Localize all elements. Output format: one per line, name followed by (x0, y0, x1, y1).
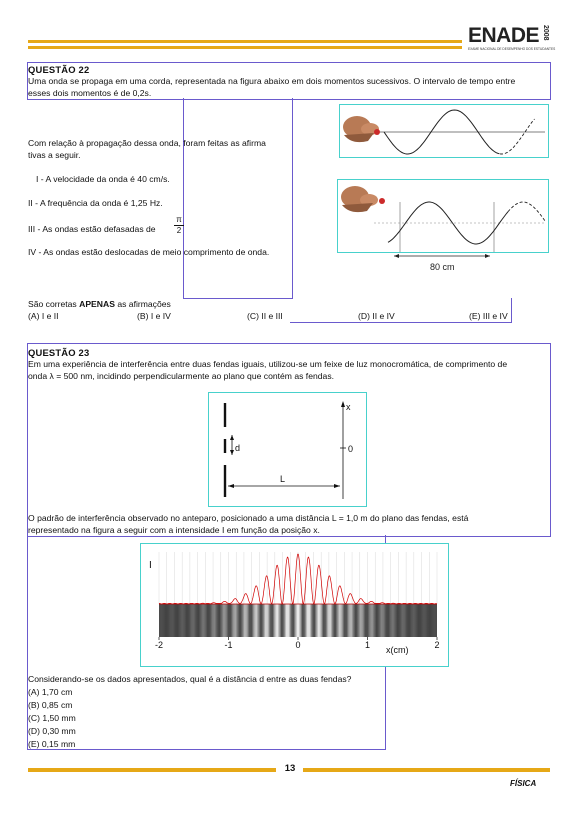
header-bar-top (28, 40, 462, 43)
dimension-80cm: 80 cm (394, 254, 490, 272)
wave-figure-2 (337, 179, 549, 253)
wave-figure-1-svg (343, 109, 545, 155)
q22-option-b[interactable]: (B) I e IV (137, 311, 171, 321)
x-axis-label: x (346, 402, 351, 412)
q22-relation-line-2: tivas a seguir. (28, 150, 81, 160)
phase-fraction: π 2 (174, 215, 184, 236)
x-tick-label: -1 (224, 640, 232, 650)
q22-highlight-text-column (183, 98, 293, 299)
q22-option-c[interactable]: (C) II e III (247, 311, 283, 321)
zero-label: 0 (348, 444, 353, 454)
wave-1-dashed (499, 118, 535, 155)
q22-prompt-suffix: as afirmações (114, 299, 171, 309)
q22-statement-2: II - A frequência da onda é 1,25 Hz. (28, 198, 163, 208)
q22-prompt-bold: APENAS (79, 299, 115, 309)
q22-prompt-prefix: São corretas (28, 299, 80, 309)
q22-title: QUESTÃO 22 (28, 64, 90, 75)
arrow-head-left (394, 254, 399, 258)
q22-highlight-options (290, 298, 512, 323)
q23-option-e[interactable]: (E) 0,15 mm (28, 739, 76, 749)
q22-relation-line-1: Com relação à propagação dessa onda, for… (28, 138, 266, 148)
x-tick-label: 2 (434, 640, 439, 650)
hand-icon (341, 186, 385, 213)
q23-question: Considerando-se os dados apresentados, q… (28, 674, 352, 684)
x-tick-label: -2 (155, 640, 163, 650)
interference-chart: I -2 -1 0 1 2 x(cm) (140, 543, 449, 667)
q22-option-e[interactable]: (E) III e IV (469, 311, 508, 321)
logo-subtitle: EXAME NACIONAL DE DESEMPENHO DOS ESTUDAN… (468, 47, 556, 51)
L-label: L (280, 474, 285, 484)
q23-option-c[interactable]: (C) 1,50 mm (28, 713, 76, 723)
q22-statement-1: I - A velocidade da onda é 40 cm/s. (36, 174, 170, 184)
interference-chart-svg: I -2 -1 0 1 2 x(cm) (149, 552, 440, 655)
logo-year: 2008 (542, 25, 549, 41)
q22-prompt: São corretas APENAS as afirmações (28, 299, 171, 310)
q23-pattern-line-2: representado na figura a seguir com a in… (28, 525, 320, 535)
wave-2-dashed (507, 201, 546, 222)
d-label: d (235, 443, 240, 453)
chart-ticks: -2 -1 0 1 2 (155, 637, 440, 650)
chart-xlabel: x(cm) (386, 645, 409, 655)
q23-option-d[interactable]: (D) 0,30 mm (28, 726, 76, 736)
q22-statement-4: IV - As ondas estão deslocadas de meio c… (28, 247, 270, 257)
subject-label: FÍSICA (510, 779, 537, 788)
q23-intro-line-2: onda λ = 500 nm, incidindo perpendicular… (28, 371, 335, 381)
x-tick-label: 0 (295, 640, 300, 650)
x-tick-label: 1 (365, 640, 370, 650)
q23-option-b[interactable]: (B) 0,85 cm (28, 700, 73, 710)
fraction-numerator: π (174, 215, 184, 226)
q22-option-d[interactable]: (D) II e IV (358, 311, 395, 321)
dimension-label: 80 cm (430, 262, 455, 272)
q23-pattern-line-1: O padrão de interferência observado no a… (28, 513, 469, 523)
screen-axis-arrow (341, 401, 345, 407)
hand-icon (343, 116, 380, 143)
wave-2-curve (387, 201, 509, 245)
q23-option-a[interactable]: (A) 1,70 cm (28, 687, 73, 697)
intensity-curve (159, 553, 437, 605)
fringe-pattern-band (159, 604, 437, 637)
slit-diagram: d x 0 L (208, 392, 367, 507)
q22-intro-line-2: esses dois momentos é de 0,2s. (28, 88, 152, 98)
wave-1-curve (383, 109, 500, 155)
chart-ylabel: I (149, 560, 152, 571)
wave-figure-2-svg (341, 186, 546, 252)
page-number: 13 (284, 763, 296, 774)
footer-bar-left (28, 768, 276, 772)
footer-bar-right (303, 768, 550, 772)
d-arrow-head-bottom (230, 450, 234, 455)
wave-figure-1 (339, 104, 549, 158)
q23-intro-line-1: Em uma experiência de interferência entr… (28, 359, 508, 369)
fraction-denominator: 2 (176, 226, 182, 235)
q22-intro-line-1: Uma onda se propaga em uma corda, repres… (28, 76, 516, 86)
chart-grid (158, 552, 438, 604)
q23-title: QUESTÃO 23 (28, 347, 90, 358)
logo-text: ENADE (468, 24, 540, 47)
enade-logo: ENADE 2008 EXAME NACIONAL DE DESEMPENHO … (468, 24, 556, 54)
L-arrow-head-right (334, 484, 340, 488)
header-bar-bottom (28, 46, 462, 49)
d-arrow-head-top (230, 435, 234, 440)
q23-highlight-region (27, 343, 551, 537)
slit-diagram-svg: d x 0 L (223, 401, 353, 499)
q22-statement-3: III - As ondas estão defasadas de (28, 224, 156, 234)
L-arrow-head-left (228, 484, 234, 488)
arrow-head-right (485, 254, 490, 258)
q22-option-a[interactable]: (A) I e II (28, 311, 59, 321)
q22-highlight-region (27, 62, 551, 100)
